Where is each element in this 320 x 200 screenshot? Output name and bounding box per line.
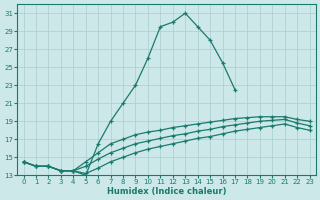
X-axis label: Humidex (Indice chaleur): Humidex (Indice chaleur) [107,187,226,196]
